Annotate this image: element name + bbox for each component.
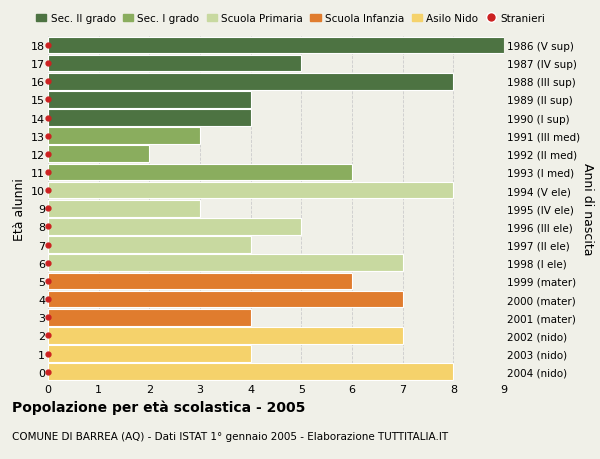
Bar xyxy=(48,74,454,90)
Bar xyxy=(48,38,504,54)
Text: Popolazione per età scolastica - 2005: Popolazione per età scolastica - 2005 xyxy=(12,399,305,414)
Bar xyxy=(48,128,200,145)
Y-axis label: Età alunni: Età alunni xyxy=(13,178,26,240)
Bar xyxy=(48,164,352,181)
Y-axis label: Anni di nascita: Anni di nascita xyxy=(581,162,594,255)
Bar xyxy=(48,327,403,344)
Bar xyxy=(48,182,454,199)
Legend: Sec. II grado, Sec. I grado, Scuola Primaria, Scuola Infanzia, Asilo Nido, Stran: Sec. II grado, Sec. I grado, Scuola Prim… xyxy=(36,14,545,24)
Bar xyxy=(48,201,200,217)
Bar xyxy=(48,218,301,235)
Bar xyxy=(48,364,454,380)
Bar xyxy=(48,346,251,362)
Bar xyxy=(48,56,301,72)
Bar xyxy=(48,255,403,272)
Bar xyxy=(48,146,149,163)
Bar xyxy=(48,110,251,127)
Bar xyxy=(48,309,251,326)
Bar xyxy=(48,291,403,308)
Bar xyxy=(48,273,352,290)
Bar xyxy=(48,237,251,253)
Bar xyxy=(48,92,251,108)
Text: COMUNE DI BARREA (AQ) - Dati ISTAT 1° gennaio 2005 - Elaborazione TUTTITALIA.IT: COMUNE DI BARREA (AQ) - Dati ISTAT 1° ge… xyxy=(12,431,448,442)
